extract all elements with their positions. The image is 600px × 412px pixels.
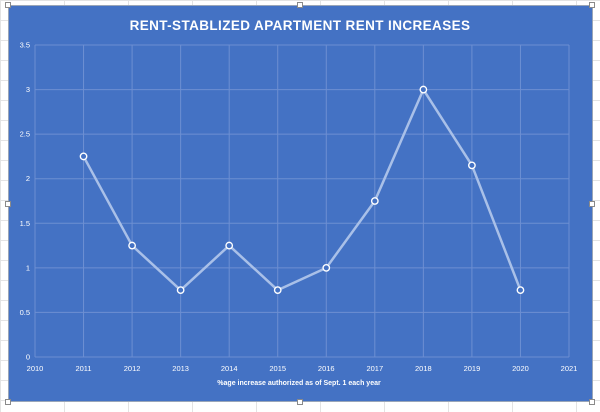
x-tick-label: 2018 (415, 364, 432, 373)
data-point-marker (516, 286, 525, 295)
x-tick-label: 2013 (172, 364, 189, 373)
chart-title: RENT-STABLIZED APARTMENT RENT INCREASES (130, 18, 471, 33)
data-point-marker (322, 263, 331, 272)
resize-handle-middle-left[interactable] (5, 201, 11, 207)
x-tick-label: 2017 (366, 364, 383, 373)
resize-handle-bottom-center[interactable] (297, 399, 303, 405)
y-tick-label: 1.5 (20, 219, 30, 228)
y-tick-label: 3.5 (20, 41, 30, 50)
gridlines (34, 44, 570, 358)
x-tick-label: 2012 (124, 364, 141, 373)
x-tick-label: 2010 (27, 364, 44, 373)
x-tick-label: 2016 (318, 364, 335, 373)
data-point-marker (128, 241, 136, 250)
resize-handle-top-left[interactable] (5, 2, 11, 8)
tick-labels: 0 0.5 1 1.5 2 2.5 3 3.5 2010 2011 2012 2013 2014 2015… (20, 41, 578, 374)
y-tick-label: 1 (26, 263, 30, 272)
x-tick-label: 2011 (75, 364, 91, 373)
data-point-marker (468, 161, 476, 170)
x-tick-label: 2019 (464, 364, 481, 373)
data-series (79, 85, 525, 295)
x-tick-label: 2021 (561, 364, 578, 373)
data-point-marker (176, 286, 185, 295)
x-tick-label: 2020 (512, 364, 529, 373)
line-chart: RENT-STABLIZED APARTMENT RENT INCREASES … (20, 18, 578, 387)
x-tick-label: 2015 (269, 364, 286, 373)
chart-area[interactable]: RENT-STABLIZED APARTMENT RENT INCREASES … (8, 5, 593, 402)
y-tick-label: 0.5 (20, 308, 30, 317)
series-line (82, 88, 522, 292)
x-tick-label: 2014 (221, 364, 238, 373)
data-point-marker (79, 152, 88, 161)
data-point-marker (370, 197, 379, 205)
y-tick-label: 2.5 (20, 130, 30, 139)
resize-handle-top-center[interactable] (297, 2, 303, 8)
y-tick-label: 0 (26, 353, 30, 362)
resize-handle-middle-right[interactable] (589, 201, 595, 207)
data-point-marker (419, 85, 428, 94)
y-tick-label: 3 (26, 85, 30, 94)
resize-handle-bottom-left[interactable] (5, 399, 11, 405)
resize-handle-top-right[interactable] (589, 2, 595, 8)
y-tick-label: 2 (26, 174, 30, 183)
x-axis-title: %age increase authorized as of Sept. 1 e… (217, 380, 381, 387)
data-point-marker (273, 286, 282, 295)
resize-handle-bottom-right[interactable] (589, 399, 595, 405)
data-point-marker (225, 241, 234, 250)
